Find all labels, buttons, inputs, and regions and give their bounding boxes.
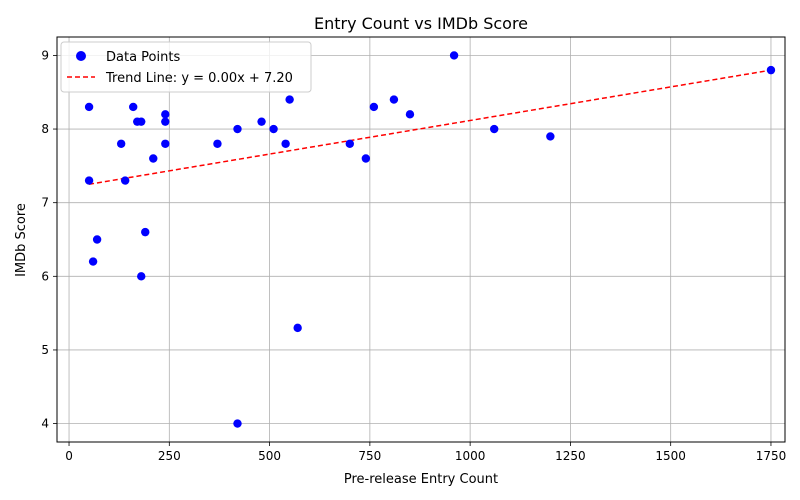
data-point — [88, 257, 98, 266]
data-point — [293, 323, 302, 333]
data-point — [389, 95, 399, 104]
data-point — [92, 235, 102, 244]
x-tick-label: 250 — [158, 449, 181, 463]
data-point — [161, 110, 170, 119]
data-point — [149, 154, 158, 163]
x-axis-ticks: 0 250 500 750 1000 1250 1500 1750 — [65, 442, 786, 463]
y-tick-label: 7 — [41, 196, 49, 210]
data-point — [285, 95, 294, 104]
x-axis-label: Pre-release Entry Count — [344, 472, 498, 487]
x-tick-label: 0 — [65, 449, 73, 463]
data-point — [546, 132, 555, 141]
y-tick-label: 9 — [41, 48, 49, 62]
data-point — [233, 419, 242, 428]
data-point — [213, 139, 222, 148]
data-point — [269, 124, 278, 134]
x-tick-label: 500 — [258, 449, 281, 463]
data-point — [490, 124, 499, 134]
y-tick-label: 8 — [41, 122, 49, 136]
grid — [57, 37, 785, 442]
x-tick-label: 1000 — [455, 449, 486, 463]
data-point — [141, 227, 150, 237]
data-point — [233, 124, 242, 134]
legend-label-data-points: Data Points — [106, 50, 180, 65]
legend-box — [60, 41, 312, 93]
data-point — [257, 117, 266, 126]
trend-line — [88, 69, 772, 186]
plot-frame — [56, 36, 786, 443]
data-point — [161, 117, 170, 126]
data-point — [137, 272, 146, 281]
y-tick-label: 6 — [41, 269, 49, 283]
data-point — [129, 102, 138, 112]
trend-line-layer — [88, 69, 772, 186]
data-point — [84, 176, 94, 185]
data-point — [345, 139, 355, 148]
chart-title: Entry Count vs IMDb Score — [314, 14, 528, 33]
data-point — [137, 117, 146, 126]
data-point — [161, 139, 170, 148]
data-point — [116, 139, 126, 148]
data-points-layer — [84, 51, 776, 428]
data-point — [405, 110, 415, 119]
y-axis-label: IMDb Score — [14, 203, 29, 277]
legend: Data Points Trend Line: y = 0.00x + 7.20 — [60, 41, 312, 93]
y-tick-label: 5 — [41, 343, 49, 357]
data-point — [361, 154, 371, 163]
x-tick-label: 1750 — [756, 449, 787, 463]
data-point — [369, 102, 379, 112]
data-point — [766, 65, 776, 75]
x-tick-label: 1250 — [555, 449, 586, 463]
y-tick-label: 4 — [41, 417, 49, 431]
data-point — [449, 51, 459, 60]
data-point — [120, 176, 130, 185]
x-tick-label: 750 — [358, 449, 381, 463]
data-point — [281, 139, 290, 148]
legend-marker-data-points — [76, 51, 86, 61]
legend-label-trend-line: Trend Line: y = 0.00x + 7.20 — [105, 71, 293, 86]
x-tick-label: 1500 — [655, 449, 686, 463]
data-point — [84, 102, 94, 112]
y-axis-ticks: 4 5 6 7 8 9 — [41, 48, 57, 431]
